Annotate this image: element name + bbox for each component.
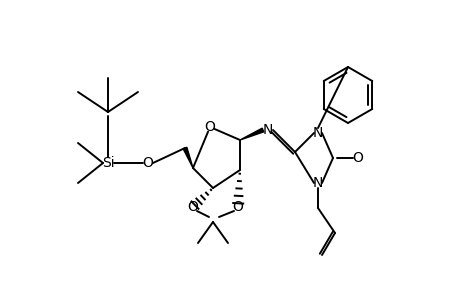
Text: O: O — [187, 200, 198, 214]
Text: N: N — [312, 126, 323, 140]
Text: O: O — [352, 151, 363, 165]
Text: N: N — [312, 176, 323, 190]
Polygon shape — [183, 147, 193, 168]
Text: O: O — [204, 120, 215, 134]
Text: O: O — [142, 156, 153, 170]
Text: Si: Si — [101, 156, 114, 170]
Text: O: O — [232, 200, 243, 214]
Text: N: N — [262, 123, 273, 137]
Polygon shape — [240, 128, 263, 140]
